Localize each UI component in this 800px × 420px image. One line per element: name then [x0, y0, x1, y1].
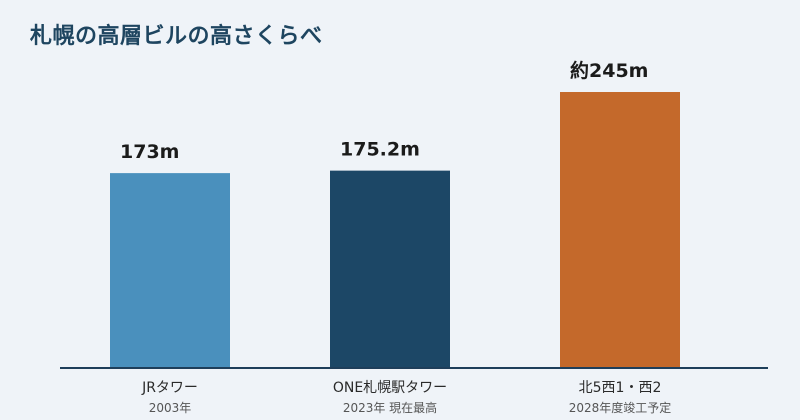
bar-2	[330, 170, 450, 368]
bar-1	[110, 173, 230, 368]
category-label-1: JRタワー	[141, 380, 198, 396]
category-note-3: 2028年度竣工予定	[569, 400, 672, 415]
bar-value-label-2: 175.2m	[340, 139, 420, 161]
category-label-2: ONE札幌駅タワー	[333, 380, 447, 396]
bar-value-label-3: 約245m	[570, 59, 648, 82]
category-label-3: 北5西1・西2	[579, 380, 662, 396]
bar-3	[560, 92, 680, 368]
chart-title: 札幌の高層ビルの高さくらべ	[30, 24, 323, 49]
category-note-2: 2023年 現在最高	[343, 400, 437, 415]
category-note-1: 2003年	[149, 401, 192, 415]
bar-value-label-1: 173m	[120, 141, 179, 163]
